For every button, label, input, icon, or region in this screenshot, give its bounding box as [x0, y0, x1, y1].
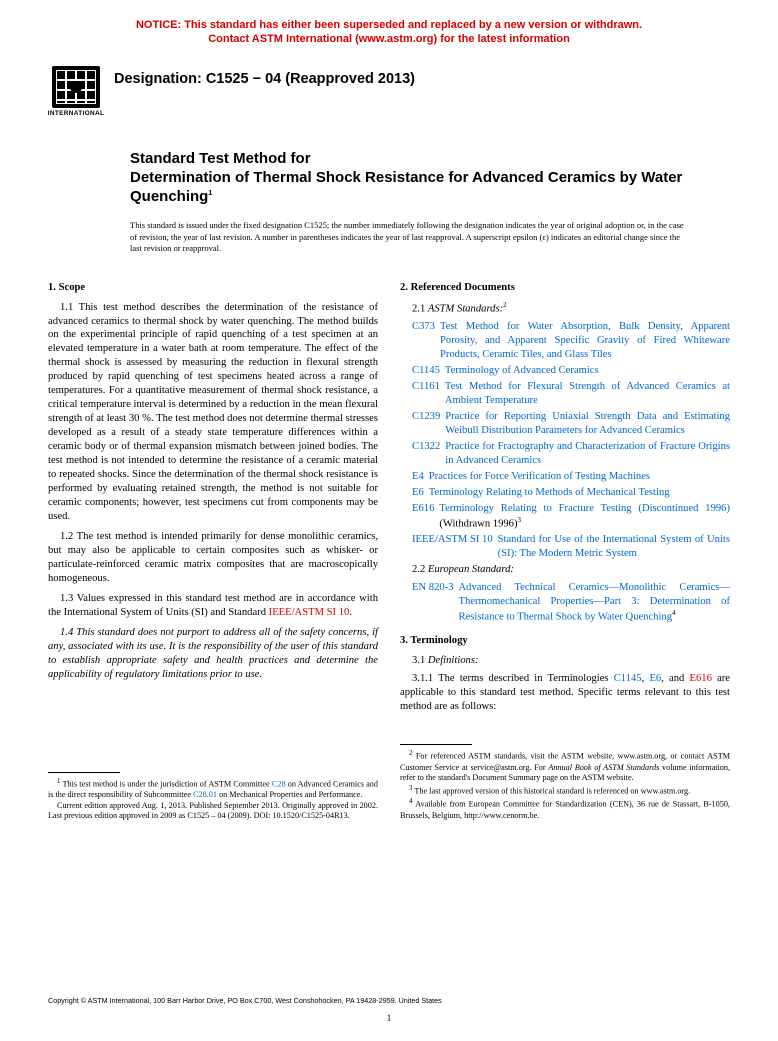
notice-line1: NOTICE: This standard has either been su… — [48, 18, 730, 32]
fn1c: on Mechanical Properties and Performance… — [217, 790, 363, 799]
scope-p3: 1.3 Values expressed in this standard te… — [48, 592, 378, 620]
ref-code[interactable]: EN 820-3 — [412, 581, 454, 624]
fn1-sup: 1 — [57, 777, 61, 785]
sub1b: ASTM Standards: — [428, 303, 503, 314]
ref-desc[interactable]: Practices for Force Verification of Test… — [429, 470, 650, 484]
ref-tail: (Withdrawn 1996) — [439, 518, 517, 529]
terminology-heading: 3. Terminology — [400, 634, 730, 648]
footnote-rule-left — [48, 772, 120, 773]
copyright-line: Copyright © ASTM International, 100 Barr… — [48, 996, 442, 1005]
scope-p4: 1.4 This standard does not purport to ad… — [48, 626, 378, 682]
ref-item: C1239Practice for Reporting Uniaxial Str… — [412, 410, 730, 438]
footnote-3: 3 The last approved version of this hist… — [400, 784, 730, 797]
refdocs-sub1: 2.1 ASTM Standards:2 — [400, 301, 730, 317]
terminology-sub1: 3.1 Definitions: — [400, 654, 730, 668]
fn4-text: Available from European Committee for St… — [400, 800, 730, 820]
ref-desc: Terminology Relating to Fracture Testing… — [439, 502, 730, 531]
ref-code[interactable]: C373 — [412, 320, 435, 362]
scope-heading: 1. Scope — [48, 281, 378, 295]
refdocs-heading: 2. Referenced Documents — [400, 281, 730, 295]
title-line2: Determination of Thermal Shock Resistanc… — [130, 168, 730, 206]
ref-item: C373Test Method for Water Absorption, Bu… — [412, 320, 730, 362]
page-number: 1 — [387, 1013, 392, 1023]
column-left: 1. Scope 1.1 This test method describes … — [48, 277, 378, 823]
ref-tail-sup: 4 — [672, 609, 676, 617]
fn2-italic: Annual Book of ASTM Standards — [548, 763, 659, 772]
scope-p2: 1.2 The test method is intended primaril… — [48, 530, 378, 586]
ref-item: C1322Practice for Fractography and Chara… — [412, 440, 730, 468]
fn1-link1[interactable]: C28 — [272, 779, 286, 788]
ref-item: EN 820-3Advanced Technical Ceramics—Mono… — [412, 581, 730, 624]
ref-tail-sup: 3 — [518, 516, 522, 524]
ref-code[interactable]: IEEE/ASTM SI 10 — [412, 533, 493, 561]
astm-logo: INTERNATIONAL — [48, 61, 104, 123]
two-column-body: 1. Scope 1.1 This test method describes … — [48, 277, 730, 823]
ref-code[interactable]: E4 — [412, 470, 424, 484]
scope-p3-link[interactable]: IEEE/ASTM SI 10 — [269, 607, 350, 618]
ref-desc[interactable]: Practice for Fractography and Characteri… — [445, 440, 730, 468]
footnote-1: 1 This test method is under the jurisdic… — [48, 777, 378, 801]
fn3-sup: 3 — [409, 784, 413, 792]
ref-desc[interactable]: Practice for Reporting Uniaxial Strength… — [445, 410, 730, 438]
fn1a: This test method is under the jurisdicti… — [63, 779, 272, 788]
ref-item: IEEE/ASTM SI 10Standard for Use of the I… — [412, 533, 730, 561]
fn3-text: The last approved version of this histor… — [414, 787, 690, 796]
fn1-link2[interactable]: C28.01 — [193, 790, 217, 799]
ref-desc[interactable]: Standard for Use of the International Sy… — [498, 533, 730, 561]
ref-code[interactable]: E616 — [412, 502, 434, 531]
ref-code[interactable]: C1239 — [412, 410, 440, 438]
title-sup: 1 — [208, 190, 212, 197]
notice-line2: Contact ASTM International (www.astm.org… — [48, 32, 730, 46]
ref-item: E4 Practices for Force Verification of Te… — [412, 470, 730, 484]
terminology-p1: 3.1.1 The terms described in Terminologi… — [400, 672, 730, 714]
ref-desc: Advanced Technical Ceramics—Monolithic C… — [459, 581, 731, 624]
ref-desc[interactable]: Test Method for Flexural Strength of Adv… — [445, 380, 730, 408]
ref-code[interactable]: E6 — [412, 486, 424, 500]
ref-desc[interactable]: Terminology Relating to Methods of Mecha… — [429, 486, 670, 500]
ref-desc-text[interactable]: Advanced Technical Ceramics—Monolithic C… — [459, 582, 731, 622]
t-p1c: , and — [661, 673, 689, 684]
ref-code[interactable]: C1161 — [412, 380, 440, 408]
ref-desc[interactable]: Terminology of Advanced Ceramics — [445, 364, 599, 378]
scope-p1: 1.1 This test method describes the deter… — [48, 301, 378, 525]
supersede-notice: NOTICE: This standard has either been su… — [48, 18, 730, 47]
fn4-sup: 4 — [409, 797, 413, 805]
sub2b: European Standard: — [428, 564, 514, 575]
ref-item: E6 Terminology Relating to Methods of Mec… — [412, 486, 730, 500]
ref-code[interactable]: C1322 — [412, 440, 440, 468]
ref-item: C1161Test Method for Flexural Strength o… — [412, 380, 730, 408]
scope-p3b: . — [349, 607, 352, 618]
t-link3[interactable]: E616 — [690, 673, 712, 684]
t-link2[interactable]: E6 — [649, 673, 661, 684]
title-block: Standard Test Method for Determination o… — [130, 149, 730, 207]
ref-item: E616 Terminology Relating to Fracture Tes… — [412, 502, 730, 531]
ref-item: C1145 Terminology of Advanced Ceramics — [412, 364, 730, 378]
ref-code[interactable]: C1145 — [412, 364, 440, 378]
header-row: INTERNATIONAL Designation: C1525 − 04 (R… — [48, 61, 730, 123]
refdocs-sub2: 2.2 European Standard: — [400, 563, 730, 577]
footnote-4: 4 Available from European Committee for … — [400, 797, 730, 821]
footnote-rule-right — [400, 744, 472, 745]
title-line2-text: Determination of Thermal Shock Resistanc… — [130, 169, 682, 205]
fn2-sup: 2 — [409, 749, 413, 757]
designation-text: Designation: C1525 − 04 (Reapproved 2013… — [114, 71, 415, 87]
sub1sup: 2 — [503, 301, 507, 309]
column-right: 2. Referenced Documents 2.1 ASTM Standar… — [400, 277, 730, 823]
t-link1[interactable]: C1145 — [614, 673, 642, 684]
astm-logo-caption: INTERNATIONAL — [48, 110, 105, 117]
sub2a: 2.2 — [412, 564, 428, 575]
ref-desc-text[interactable]: Terminology Relating to Fracture Testing… — [439, 503, 730, 514]
footnote-1b: Current edition approved Aug. 1, 2013. P… — [48, 801, 378, 822]
sub1a: 2.1 — [412, 303, 428, 314]
title-line1: Standard Test Method for — [130, 149, 730, 168]
ref-desc[interactable]: Test Method for Water Absorption, Bulk D… — [440, 320, 730, 362]
footnote-2: 2 For referenced ASTM standards, visit t… — [400, 749, 730, 784]
issued-note: This standard is issued under the fixed … — [130, 220, 690, 254]
t-p1a: 3.1.1 The terms described in Terminologi… — [412, 673, 614, 684]
astm-logo-mark — [52, 66, 100, 108]
